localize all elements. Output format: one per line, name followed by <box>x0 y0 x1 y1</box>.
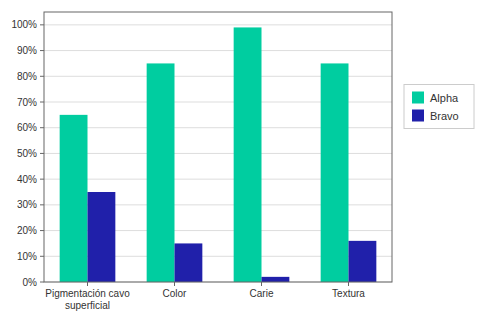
legend-label: Alpha <box>430 92 459 104</box>
y-tick-label: 60% <box>17 122 37 133</box>
y-tick-label: 20% <box>17 225 37 236</box>
legend-box <box>404 85 474 129</box>
y-tick <box>40 50 44 51</box>
x-tick <box>348 282 349 286</box>
y-tick <box>40 24 44 25</box>
x-tick-label: Carie <box>250 288 274 299</box>
bar <box>88 192 116 282</box>
grid <box>44 25 392 282</box>
y-tick-label: 80% <box>17 71 37 82</box>
x-tick-label: Textura <box>332 288 365 299</box>
legend-swatch <box>412 110 424 122</box>
legend-swatch <box>412 92 424 104</box>
bar <box>147 63 175 282</box>
bar <box>234 27 262 282</box>
legend: Alpha Bravo <box>404 85 474 129</box>
x-tick-label-line: Carie <box>250 288 274 299</box>
x-tick-label-line: superficial <box>65 300 110 311</box>
y-tick-label: 10% <box>17 251 37 262</box>
plot-frame <box>44 12 392 282</box>
x-tick <box>87 282 88 286</box>
y-tick <box>40 102 44 103</box>
y-tick <box>40 153 44 154</box>
y-tick <box>40 76 44 77</box>
y-tick <box>40 127 44 128</box>
y-tick <box>40 204 44 205</box>
legend-label: Bravo <box>430 110 459 122</box>
x-tick-label: Pigmentación cavosuperficial <box>45 288 130 311</box>
bar <box>262 277 290 282</box>
bar <box>349 241 377 282</box>
bar <box>175 243 203 282</box>
x-axis: Pigmentación cavosuperficial Color Carie Te… <box>45 282 365 311</box>
y-tick-label: 90% <box>17 45 37 56</box>
bar <box>321 63 349 282</box>
bars <box>60 27 377 282</box>
grid-line <box>44 50 392 51</box>
x-tick-label-line: Textura <box>332 288 365 299</box>
x-tick <box>174 282 175 286</box>
x-tick-label: Color <box>163 288 188 299</box>
chart-container: 0% 10% 20% 30% 40% 50% 60% 70% 80% 90% 100% Pigment… <box>0 0 486 315</box>
y-tick-label: 0% <box>23 277 38 288</box>
bar <box>60 115 88 282</box>
y-tick-label: 50% <box>17 148 37 159</box>
chart-svg: 0% 10% 20% 30% 40% 50% 60% 70% 80% 90% 100% Pigment… <box>0 0 486 315</box>
y-axis: 0% 10% 20% 30% 40% 50% 60% 70% 80% 90% 100% <box>11 19 44 287</box>
y-tick-label: 40% <box>17 174 37 185</box>
grid-line <box>44 24 392 25</box>
x-tick-label-line: Color <box>163 288 188 299</box>
y-tick <box>40 230 44 231</box>
y-tick-label: 30% <box>17 199 37 210</box>
y-tick-label: 70% <box>17 97 37 108</box>
y-tick <box>40 256 44 257</box>
y-tick <box>40 179 44 180</box>
y-tick <box>40 282 44 283</box>
x-tick <box>261 282 262 286</box>
y-tick-label: 100% <box>11 19 37 30</box>
x-tick-label-line: Pigmentación cavo <box>45 288 130 299</box>
